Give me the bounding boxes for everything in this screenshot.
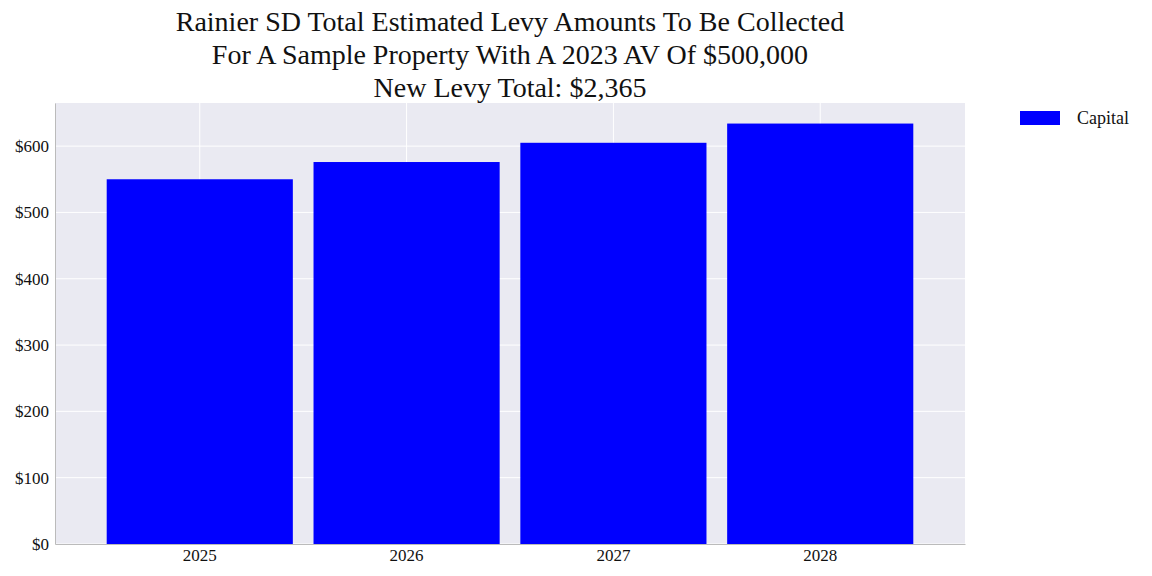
bar bbox=[314, 162, 500, 544]
x-tick-label: 2025 bbox=[183, 546, 217, 565]
legend-swatch bbox=[1020, 111, 1060, 125]
x-axis-line bbox=[56, 544, 966, 545]
y-tick-label: $300 bbox=[15, 336, 49, 355]
y-tick: $300 bbox=[15, 336, 55, 355]
y-tick: $500 bbox=[15, 203, 55, 222]
y-tick-label: $400 bbox=[15, 270, 49, 289]
legend-label: Capital bbox=[1077, 108, 1129, 128]
legend: Capital bbox=[1020, 108, 1129, 128]
grid bbox=[55, 103, 965, 544]
y-tick-label: $600 bbox=[15, 137, 49, 156]
y-tick-label: $0 bbox=[32, 535, 49, 554]
title: New Levy Total: $2,365 bbox=[374, 72, 647, 103]
legend-item: Capital bbox=[1020, 108, 1129, 128]
y-axis-line bbox=[55, 104, 56, 545]
title: Rainier SD Total Estimated Levy Amounts … bbox=[176, 6, 845, 37]
y-tick: $200 bbox=[15, 402, 55, 421]
bar bbox=[520, 143, 706, 544]
x-tick: 2028 bbox=[803, 544, 837, 565]
plot-background bbox=[55, 103, 965, 544]
x-axis: 2025 2026 2027 2028 bbox=[56, 544, 966, 565]
y-tick-label: $200 bbox=[15, 402, 49, 421]
y-tick: $100 bbox=[15, 469, 55, 488]
bar bbox=[727, 124, 913, 544]
y-tick-label: $500 bbox=[15, 203, 49, 222]
title: For A Sample Property With A 2023 AV Of … bbox=[212, 39, 808, 70]
y-tick: $0 bbox=[32, 535, 55, 554]
bars bbox=[107, 124, 914, 544]
y-axis: $0 $100 $200 $300 $400 $500 $600 bbox=[15, 104, 56, 554]
chart: Rainier SD Total Estimated Levy Amounts … bbox=[0, 0, 1152, 576]
x-tick-label: 2027 bbox=[596, 546, 631, 565]
x-tick-label: 2028 bbox=[803, 546, 837, 565]
x-tick: 2027 bbox=[596, 544, 631, 565]
bar bbox=[107, 179, 293, 544]
y-tick-label: $100 bbox=[15, 469, 49, 488]
y-tick: $600 bbox=[15, 137, 55, 156]
plot: $0$100$200$300$400$500$60020252026202720… bbox=[15, 103, 966, 565]
x-tick: 2026 bbox=[390, 544, 424, 565]
x-tick-label: 2026 bbox=[390, 546, 424, 565]
y-tick: $400 bbox=[15, 270, 55, 289]
x-tick: 2025 bbox=[183, 544, 217, 565]
